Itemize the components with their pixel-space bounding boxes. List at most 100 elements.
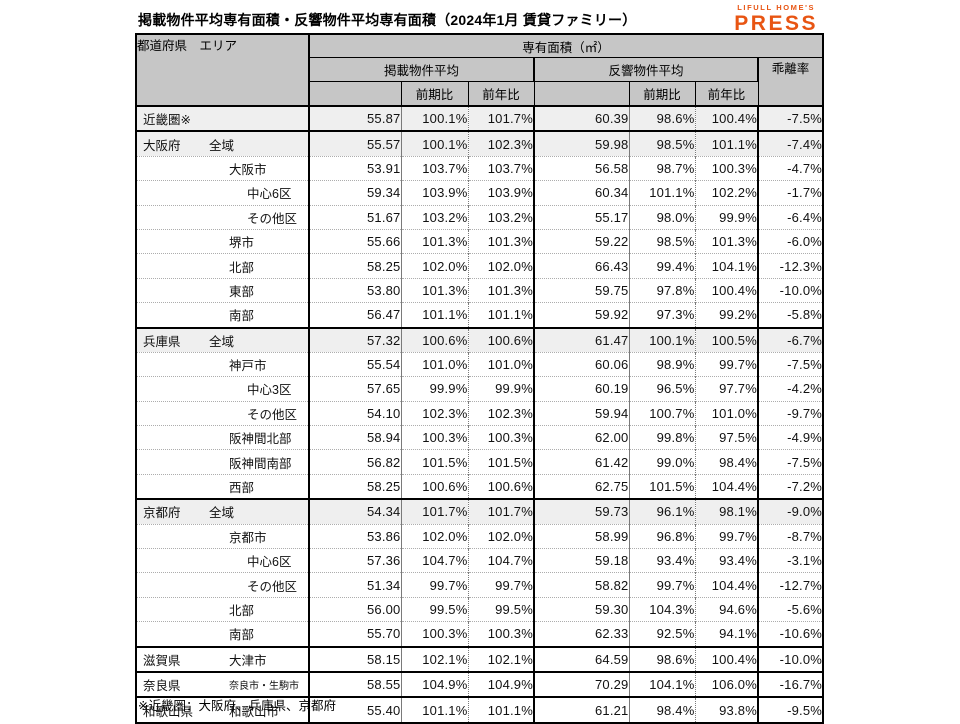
response-avg-cell: 59.92	[534, 302, 630, 328]
divergence-rate-cell: -3.1%	[758, 548, 824, 573]
divergence-rate-cell: -7.5%	[758, 351, 824, 377]
response-prev-period-cell: 98.6%	[629, 645, 696, 672]
response-avg-cell: 55.17	[534, 204, 630, 230]
area-label: その他区	[247, 211, 298, 226]
response-prev-year-cell: 99.2%	[695, 302, 759, 328]
region-cell: 中心3区	[136, 376, 310, 402]
listed-prev-year-cell: 101.5%	[468, 449, 535, 475]
listed-avg-cell: 55.54	[309, 351, 402, 377]
region-cell: 大阪市	[136, 155, 310, 181]
response-prev-period-cell: 92.5%	[629, 621, 696, 647]
listed-prev-year-cell: 102.3%	[468, 130, 535, 157]
table-row: 滋賀県 大津市 58.15 102.1% 102.1% 64.59 98.6% 100.4% -…	[136, 645, 824, 672]
region-cell: 南部	[136, 302, 310, 328]
response-avg-cell: 58.99	[534, 523, 630, 549]
divergence-rate-cell: -5.6%	[758, 596, 824, 622]
region-cell: 阪神間南部	[136, 449, 310, 475]
response-prev-period-cell: 101.1%	[629, 180, 696, 206]
table-header: 都道府県 エリア 専有面積（㎡） 掲載物件平均 反響物件平均 乖離率 前期比 前…	[135, 33, 824, 107]
area-label: その他区	[247, 407, 298, 422]
listed-prev-period-cell: 100.6%	[401, 326, 469, 353]
listed-avg-cell: 51.67	[309, 204, 402, 230]
divergence-rate-cell: -9.5%	[758, 696, 824, 723]
region-cell: 中心6区	[136, 180, 310, 206]
area-label: 全域	[209, 506, 235, 521]
listed-avg-cell: 56.00	[309, 596, 402, 622]
response-prev-period-cell: 96.8%	[629, 523, 696, 549]
prefecture-label: 和歌山県	[143, 704, 194, 719]
listed-prev-year-cell: 101.7%	[468, 104, 535, 132]
response-avg-cell: 60.34	[534, 180, 630, 206]
listed-prev-period-cell: 104.7%	[401, 548, 469, 573]
response-avg-cell: 60.06	[534, 351, 630, 377]
area-label: 西部	[229, 481, 255, 496]
response-prev-year-cell: 99.9%	[695, 204, 759, 230]
listed-prev-year-cell: 103.2%	[468, 204, 535, 230]
divergence-rate-cell: -7.5%	[758, 449, 824, 475]
listed-prev-year-cell: 102.0%	[468, 253, 535, 279]
listed-prev-period-cell: 101.0%	[401, 351, 469, 377]
divergence-rate-cell: -16.7%	[758, 670, 824, 698]
response-prev-year-cell: 104.1%	[695, 253, 759, 279]
listed-prev-year-cell: 102.1%	[468, 645, 535, 672]
footnote: ※近畿圏：大阪府、兵庫県、京都府	[138, 699, 336, 713]
listed-avg-cell: 59.34	[309, 180, 402, 206]
response-prev-period-cell: 98.5%	[629, 130, 696, 157]
listed-prev-year-cell: 101.7%	[468, 498, 535, 525]
listed-avg-cell: 58.15	[309, 645, 402, 672]
listed-prev-period-cell: 100.3%	[401, 621, 469, 647]
table-row: 北部 58.25 102.0% 102.0% 66.43 99.4% 104.1% -12.3…	[136, 253, 824, 279]
divergence-rate-cell: -10.0%	[758, 645, 824, 672]
divergence-rate-cell: -7.2%	[758, 473, 824, 500]
response-prev-year-cell: 93.8%	[695, 696, 759, 723]
table-row: 神戸市 55.54 101.0% 101.0% 60.06 98.9% 99.7% -7.5%	[136, 351, 824, 377]
response-prev-period-cell: 98.5%	[629, 228, 696, 254]
listed-prev-year-cell: 101.1%	[468, 696, 535, 723]
area-label: 中心6区	[247, 187, 292, 202]
listed-prev-period-cell: 102.3%	[401, 400, 469, 426]
header-floor-area-group: 専有面積（㎡）	[308, 33, 824, 58]
listed-avg-cell: 55.57	[309, 130, 402, 157]
table-row: 兵庫県 全域 57.32 100.6% 100.6% 61.47 100.1% 100.5% -…	[136, 326, 824, 353]
listed-prev-year-cell: 100.6%	[468, 326, 535, 353]
table-row: その他区 54.10 102.3% 102.3% 59.94 100.7% 101.0% -9…	[136, 400, 824, 426]
listed-prev-year-cell: 102.0%	[468, 523, 535, 549]
area-label: その他区	[247, 579, 298, 594]
listed-prev-period-cell: 101.3%	[401, 228, 469, 254]
listed-prev-period-cell: 102.0%	[401, 253, 469, 279]
listed-prev-year-cell: 101.1%	[468, 302, 535, 328]
response-prev-period-cell: 98.6%	[629, 104, 696, 132]
header-response-prev-period: 前期比	[628, 81, 696, 107]
response-prev-year-cell: 106.0%	[695, 670, 759, 698]
table-row: 大阪市 53.91 103.7% 103.7% 56.58 98.7% 100.3% -4.7…	[136, 155, 824, 181]
region-cell: 京都府 全域	[136, 498, 310, 525]
table-row: 大阪府 全域 55.57 100.1% 102.3% 59.98 98.5% 101.1% -7…	[136, 130, 824, 157]
table-body: 近畿圏※ 55.87 100.1% 101.7% 60.39 98.6% 100.4% -7.…	[136, 104, 824, 723]
response-avg-cell: 64.59	[534, 645, 630, 672]
response-prev-period-cell: 101.5%	[629, 473, 696, 500]
response-avg-cell: 62.33	[534, 621, 630, 647]
listed-avg-cell: 51.34	[309, 572, 402, 598]
response-prev-period-cell: 97.8%	[629, 277, 696, 303]
table-row: 南部 55.70 100.3% 100.3% 62.33 92.5% 94.1% -10.6%	[136, 621, 824, 647]
logo-lifull-homes-text: LIFULL HOME'S	[737, 3, 816, 12]
response-avg-cell: 59.75	[534, 277, 630, 303]
table-row: 阪神間南部 56.82 101.5% 101.5% 61.42 99.0% 98.4% -7.…	[136, 449, 824, 475]
divergence-rate-cell: -6.4%	[758, 204, 824, 230]
area-label: 堺市	[229, 236, 255, 251]
divergence-rate-cell: -7.4%	[758, 130, 824, 157]
response-prev-year-cell: 93.4%	[695, 548, 759, 573]
response-avg-cell: 61.21	[534, 696, 630, 723]
response-prev-year-cell: 100.5%	[695, 326, 759, 353]
table-row: 堺市 55.66 101.3% 101.3% 59.22 98.5% 101.3% -6.0%	[136, 228, 824, 254]
listed-prev-period-cell: 101.1%	[401, 696, 469, 723]
area-label: 神戸市	[229, 359, 267, 374]
table-row: その他区 51.34 99.7% 99.7% 58.82 99.7% 104.4% -12.7…	[136, 572, 824, 598]
divergence-rate-cell: -4.7%	[758, 155, 824, 181]
listed-prev-period-cell: 101.5%	[401, 449, 469, 475]
area-label: 阪神間北部	[229, 432, 292, 447]
listed-avg-cell: 58.25	[309, 253, 402, 279]
response-prev-period-cell: 98.9%	[629, 351, 696, 377]
response-prev-period-cell: 99.4%	[629, 253, 696, 279]
region-cell: 近畿圏※	[136, 104, 310, 132]
